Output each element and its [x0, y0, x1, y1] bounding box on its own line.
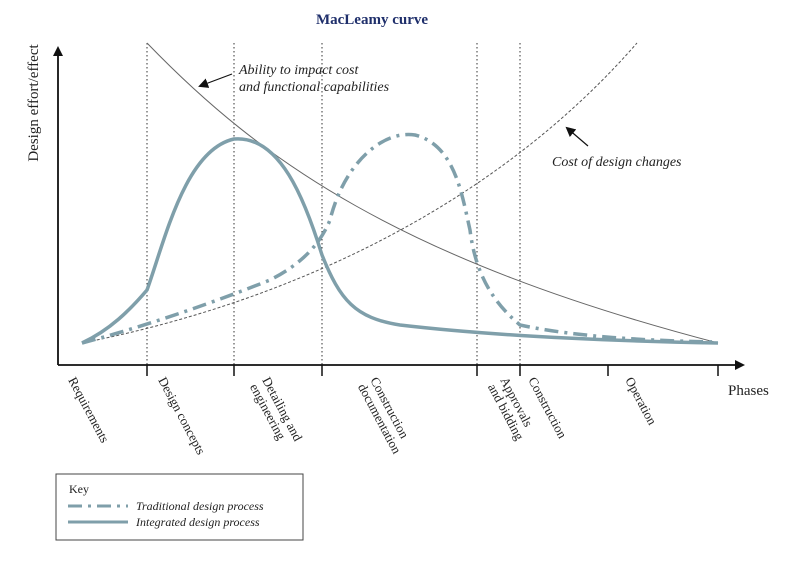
phase-label-construction: Construction [525, 374, 570, 441]
integrated-design-process-curve [81, 137, 719, 345]
phase-label-construction-documentation: Construction documentation [355, 374, 417, 456]
x-axis-ticks [146, 365, 719, 376]
phase-separators [146, 43, 521, 365]
phase-label-detailing-engineering: Detailing and engineering [247, 374, 307, 453]
x-axis-label: Phases [728, 383, 769, 399]
phase-label-requirements: Requirements [65, 374, 112, 445]
legend-title: Key [69, 482, 89, 496]
chart-title: MacLeamy curve [316, 12, 428, 28]
y-axis-label: Design effort/effect [26, 44, 42, 162]
legend-integrated-label: Integrated design process [135, 515, 260, 529]
phase-labels: Requirements Design concepts Detailing a… [65, 374, 660, 457]
ability-label-line1: Ability to impact cost [238, 63, 359, 78]
legend-traditional-label: Traditional design process [136, 499, 264, 513]
cost-changes-label: Cost of design changes [552, 155, 682, 170]
annotation-cost-changes: Cost of design changes [552, 126, 682, 170]
phase-label-design-concepts: Design concepts [155, 374, 208, 457]
cost-changes-arrow [565, 126, 589, 147]
ability-label-line2: and functional capabilities [239, 80, 390, 95]
traditional-design-process-curve [81, 132, 719, 345]
ability-arrow [198, 73, 233, 88]
cost-of-design-changes-curve [81, 42, 638, 344]
legend: Key Traditional design process Integrate… [55, 473, 304, 541]
ability-to-impact-cost-curve [146, 42, 719, 344]
phase-label-operation: Operation [622, 374, 660, 427]
annotation-ability: Ability to impact cost and functional ca… [198, 63, 390, 95]
